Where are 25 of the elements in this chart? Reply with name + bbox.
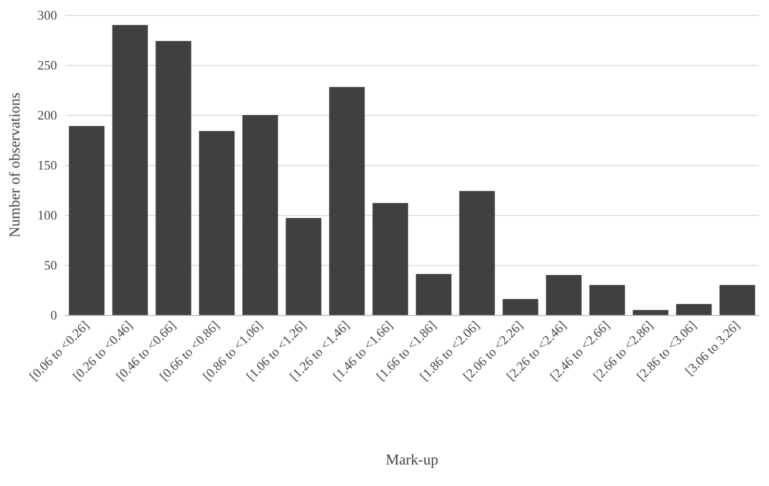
- bar: [242, 115, 278, 315]
- bar: [589, 285, 625, 315]
- y-tick-label: 50: [44, 258, 57, 272]
- y-tick-label: 100: [38, 208, 57, 222]
- x-axis-title: Mark-up: [386, 452, 438, 468]
- bar: [546, 275, 582, 315]
- y-tick-label: 150: [38, 158, 57, 172]
- bar: [676, 304, 712, 315]
- bar: [329, 87, 365, 315]
- y-tick-label: 200: [38, 108, 57, 122]
- bar: [416, 274, 452, 315]
- y-tick-label: 0: [50, 308, 57, 322]
- bar: [156, 41, 192, 315]
- bar: [372, 203, 408, 315]
- bar: [112, 25, 148, 315]
- bar: [632, 310, 668, 315]
- bar: [502, 299, 538, 315]
- bar: [459, 191, 495, 315]
- bar: [286, 218, 322, 315]
- bar: [199, 131, 235, 315]
- y-tick-label: 300: [38, 8, 57, 22]
- bar: [68, 126, 104, 315]
- y-tick-label: 250: [38, 58, 57, 72]
- y-axis-title: Number of observations: [8, 92, 24, 238]
- bar: [720, 285, 756, 315]
